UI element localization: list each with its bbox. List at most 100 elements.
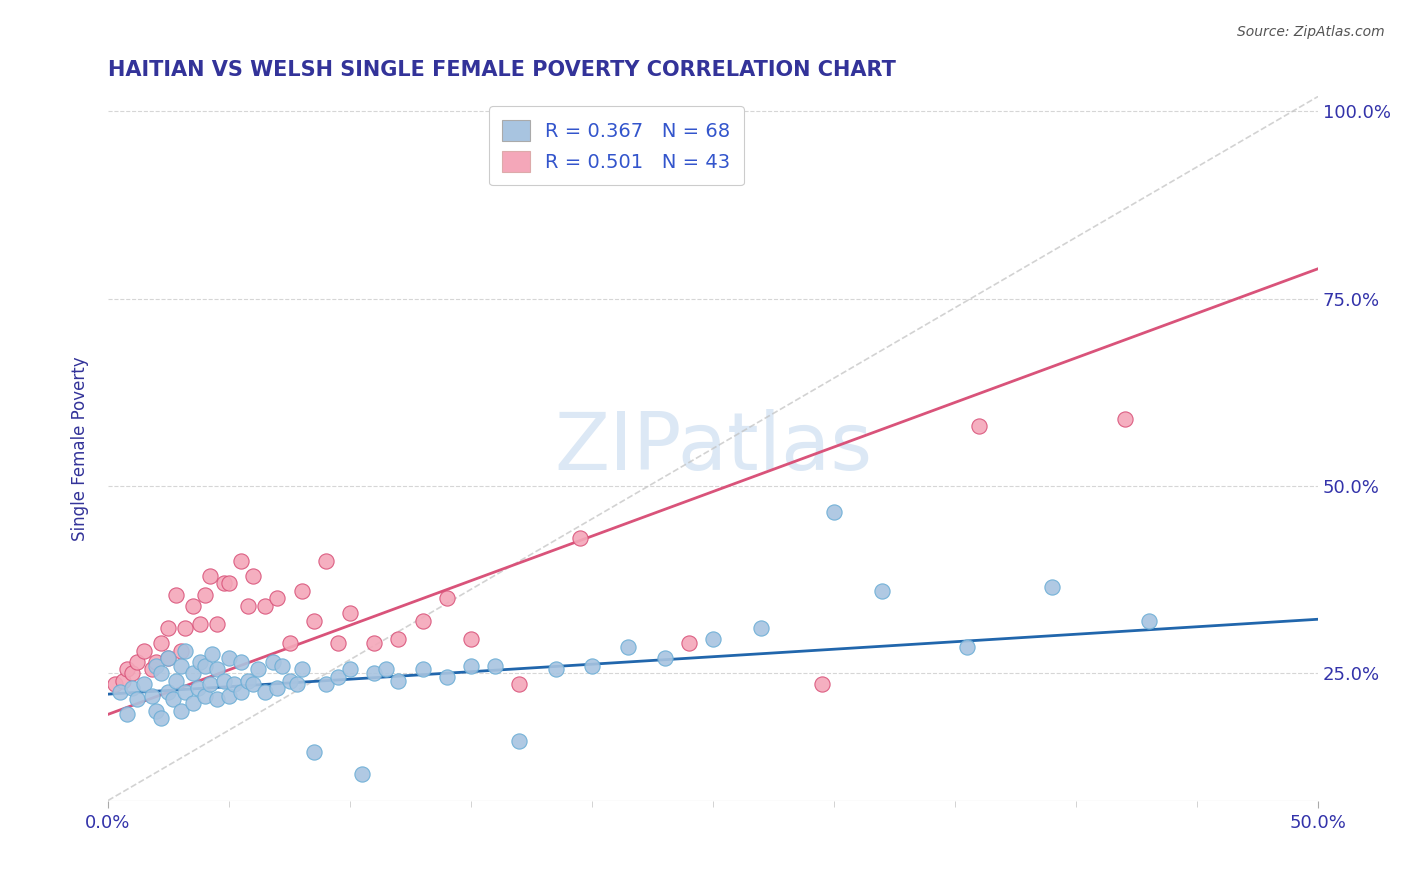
Point <box>278 673 301 688</box>
Point <box>212 673 235 688</box>
Point <box>238 673 260 688</box>
Point <box>508 733 530 747</box>
Point <box>104 677 127 691</box>
Y-axis label: Single Female Poverty: Single Female Poverty <box>72 356 89 541</box>
Point <box>198 677 221 691</box>
Point <box>125 655 148 669</box>
Point <box>484 658 506 673</box>
Point <box>460 632 482 647</box>
Text: ZIPatlas: ZIPatlas <box>554 409 872 487</box>
Point <box>271 658 294 673</box>
Point <box>412 662 434 676</box>
Point <box>352 767 374 781</box>
Point <box>150 666 173 681</box>
Point <box>266 681 288 695</box>
Point <box>387 632 409 647</box>
Point <box>157 651 180 665</box>
Point <box>165 673 187 688</box>
Point <box>150 711 173 725</box>
Point <box>1114 411 1136 425</box>
Point <box>436 670 458 684</box>
Point <box>188 617 211 632</box>
Point <box>169 643 191 657</box>
Point <box>222 677 245 691</box>
Point <box>205 617 228 632</box>
Point <box>174 685 197 699</box>
Point <box>654 651 676 665</box>
Point <box>145 704 167 718</box>
Point <box>229 655 252 669</box>
Point <box>165 588 187 602</box>
Point <box>169 658 191 673</box>
Point <box>145 658 167 673</box>
Point <box>145 655 167 669</box>
Point <box>174 643 197 657</box>
Point <box>811 677 834 691</box>
Point <box>387 673 409 688</box>
Point <box>181 599 204 613</box>
Point <box>1137 614 1160 628</box>
Point <box>188 655 211 669</box>
Point <box>121 666 143 681</box>
Point <box>157 621 180 635</box>
Point <box>242 677 264 691</box>
Point <box>181 666 204 681</box>
Point <box>141 689 163 703</box>
Point <box>969 419 991 434</box>
Point <box>201 648 224 662</box>
Point <box>617 640 640 654</box>
Point <box>326 636 349 650</box>
Point <box>125 692 148 706</box>
Point <box>218 576 240 591</box>
Point <box>702 632 724 647</box>
Point <box>157 651 180 665</box>
Point <box>181 696 204 710</box>
Point <box>157 685 180 699</box>
Point <box>254 599 277 613</box>
Point <box>212 576 235 591</box>
Point <box>302 745 325 759</box>
Point <box>339 662 361 676</box>
Point <box>174 621 197 635</box>
Point <box>1040 580 1063 594</box>
Point <box>134 677 156 691</box>
Point <box>291 583 314 598</box>
Point <box>872 583 894 598</box>
Point <box>194 689 217 703</box>
Point <box>363 636 385 650</box>
Point <box>194 588 217 602</box>
Point <box>229 554 252 568</box>
Point <box>956 640 979 654</box>
Point <box>205 662 228 676</box>
Point <box>436 591 458 606</box>
Point <box>111 673 134 688</box>
Point <box>326 670 349 684</box>
Point <box>247 662 270 676</box>
Point <box>117 707 139 722</box>
Point <box>460 658 482 673</box>
Point <box>198 569 221 583</box>
Text: HAITIAN VS WELSH SINGLE FEMALE POVERTY CORRELATION CHART: HAITIAN VS WELSH SINGLE FEMALE POVERTY C… <box>108 60 896 79</box>
Point <box>238 599 260 613</box>
Point <box>162 692 184 706</box>
Point <box>134 643 156 657</box>
Point <box>141 662 163 676</box>
Legend: R = 0.367   N = 68, R = 0.501   N = 43: R = 0.367 N = 68, R = 0.501 N = 43 <box>489 106 744 186</box>
Point <box>751 621 773 635</box>
Point <box>254 685 277 699</box>
Point <box>315 677 337 691</box>
Point <box>363 666 385 681</box>
Point <box>412 614 434 628</box>
Point <box>568 532 591 546</box>
Point <box>823 505 845 519</box>
Point <box>302 614 325 628</box>
Point <box>581 658 603 673</box>
Point <box>544 662 567 676</box>
Point <box>186 681 208 695</box>
Point <box>117 662 139 676</box>
Point <box>218 651 240 665</box>
Point <box>266 591 288 606</box>
Point <box>194 658 217 673</box>
Point <box>121 681 143 695</box>
Point <box>169 704 191 718</box>
